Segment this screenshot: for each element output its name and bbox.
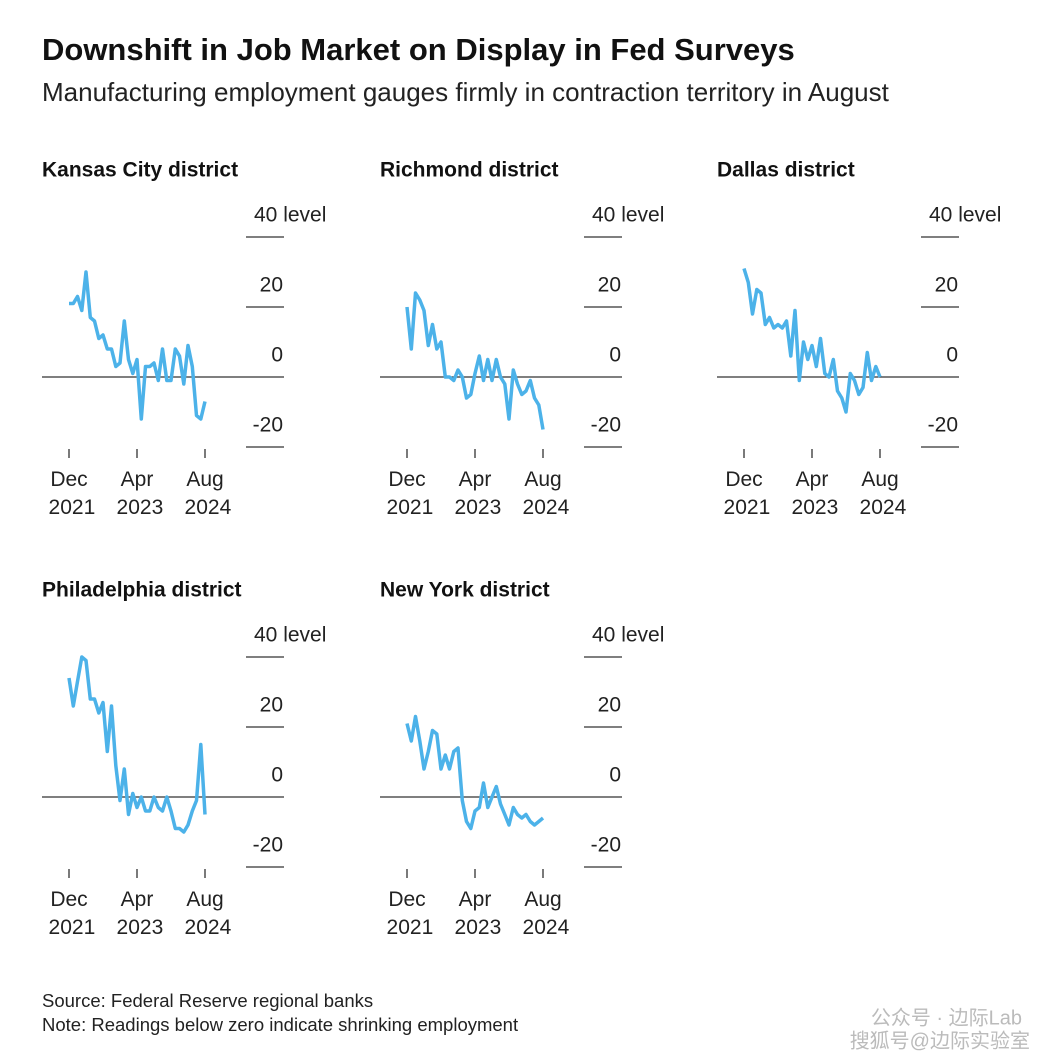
x-tick-label: Aug 2024 — [517, 888, 570, 939]
y-tick-label: 0 — [271, 344, 283, 367]
x-tick-label: Apr 2023 — [111, 888, 164, 939]
panel: Dallas district 40 level 20 0 -20 Dec 2021 Apr… — [717, 159, 1001, 519]
x-tick-label: Dec 2021 — [43, 468, 96, 519]
x-tick-label: Dec 2021 — [43, 888, 96, 939]
data-line — [69, 270, 207, 421]
x-tick-label: Aug 2024 — [179, 888, 232, 939]
y-tick-label: 0 — [609, 344, 621, 367]
y-tick-label: -20 — [253, 414, 283, 437]
y-tick-label: 20 — [598, 694, 621, 717]
source: Source: Federal Reserve regional banks — [42, 990, 373, 1011]
panel-title: Richmond district — [380, 159, 559, 182]
data-line — [742, 267, 882, 414]
note: Note: Readings below zero indicate shrin… — [42, 1014, 518, 1035]
watermark: 公众号 · 边际Lab — [871, 1006, 1022, 1029]
panel-title: New York district — [380, 579, 550, 602]
data-line — [67, 655, 207, 834]
y-tick-label: 20 — [260, 694, 283, 717]
y-tick-label: 20 — [598, 274, 621, 297]
title: Downshift in Job Market on Display in Fe… — [42, 32, 795, 67]
x-tick-label: Dec 2021 — [381, 468, 434, 519]
y-tick-label: 0 — [609, 764, 621, 787]
y-tick-label: -20 — [928, 414, 958, 437]
x-tick-label: Apr 2023 — [111, 468, 164, 519]
x-tick-label: Aug 2024 — [517, 468, 570, 519]
x-tick-label: Dec 2021 — [381, 888, 434, 939]
y-tick-label: 0 — [271, 764, 283, 787]
y-tick-label: 40 level — [592, 204, 664, 227]
panel: Kansas City district 40 level 20 0 -20 Dec 20… — [42, 159, 326, 519]
watermark: 搜狐号@边际实验室 — [850, 1029, 1030, 1052]
panel: Richmond district 40 level 20 0 -20 Dec 2021 A… — [380, 159, 664, 519]
panel: New York district 40 level 20 0 -20 Dec 2021 A… — [380, 579, 664, 939]
y-tick-label: 40 level — [254, 624, 326, 647]
panel-title: Kansas City district — [42, 159, 238, 182]
y-tick-label: -20 — [591, 834, 621, 857]
y-tick-label: 40 level — [929, 204, 1001, 227]
y-tick-label: 0 — [946, 344, 958, 367]
panel-title: Dallas district — [717, 159, 855, 182]
y-tick-label: 20 — [260, 274, 283, 297]
data-line — [405, 291, 545, 430]
x-tick-label: Apr 2023 — [449, 888, 502, 939]
panel-title: Philadelphia district — [42, 579, 242, 602]
y-tick-label: 40 level — [592, 624, 664, 647]
x-tick-label: Aug 2024 — [179, 468, 232, 519]
y-tick-label: -20 — [253, 834, 283, 857]
y-tick-label: -20 — [591, 414, 621, 437]
x-tick-label: Aug 2024 — [854, 468, 907, 519]
x-tick-label: Apr 2023 — [786, 468, 839, 519]
x-tick-label: Dec 2021 — [718, 468, 771, 519]
x-tick-label: Apr 2023 — [449, 468, 502, 519]
data-line — [405, 714, 545, 831]
y-tick-label: 20 — [935, 274, 958, 297]
y-tick-label: 40 level — [254, 204, 326, 227]
subtitle: Manufacturing employment gauges firmly i… — [42, 77, 890, 107]
panel: Philadelphia district 40 level 20 0 -20 Dec 2… — [42, 579, 326, 939]
